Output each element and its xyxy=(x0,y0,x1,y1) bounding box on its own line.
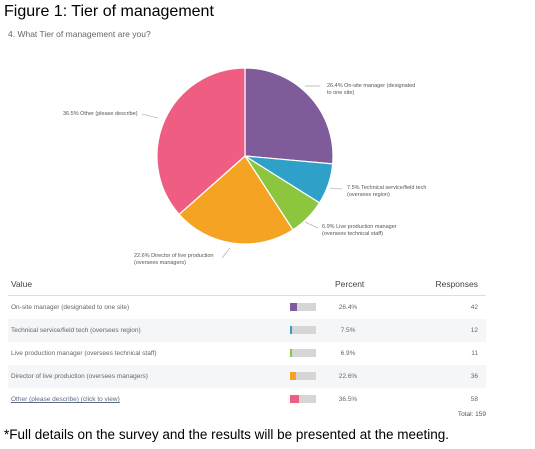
row-responses: 58 xyxy=(470,396,478,403)
row-percent: 7.5% xyxy=(340,327,356,334)
table-header: Value Percent Responses xyxy=(8,273,486,296)
results-table: Value Percent Responses On-site manager … xyxy=(8,273,486,411)
table-body: On-site manager (designated to one site)… xyxy=(8,296,486,411)
slice-label-line: 36.5% Other (please describe) xyxy=(63,111,138,117)
slice-label: 26.4% On-site manager (designated to one … xyxy=(327,83,415,97)
slice-label: 6.9% Live production manager (oversees te… xyxy=(322,224,397,238)
slice-label: 22.6% Director of live production (overse… xyxy=(134,253,213,267)
row-percent: 36.5% xyxy=(338,396,358,403)
slice-label-line: to one site) xyxy=(327,90,355,96)
row-responses: 11 xyxy=(471,350,478,357)
table-row: Other (please describe) (click to view) 3… xyxy=(8,388,486,411)
percent-bar xyxy=(290,349,316,357)
slice-label-line: (oversees region) xyxy=(347,192,390,198)
row-responses: 12 xyxy=(470,327,478,334)
leader-line xyxy=(329,187,343,190)
percent-bar xyxy=(290,372,316,380)
percent-bar-fill xyxy=(290,349,292,357)
row-percent: 22.6% xyxy=(338,373,358,380)
row-responses: 42 xyxy=(470,304,478,311)
percent-bar-fill xyxy=(290,303,297,311)
slice-other xyxy=(156,67,246,216)
leader-line xyxy=(221,247,231,259)
row-value: Technical service/field tech (oversees r… xyxy=(11,327,141,334)
other-responses-link[interactable]: Other (please describe) (click to view) xyxy=(11,396,120,403)
slice-label: 36.5% Other (please describe) xyxy=(63,111,138,118)
percent-bar xyxy=(290,395,316,403)
figure-title: Figure 1: Tier of management xyxy=(4,3,214,20)
slice-label-line: 22.6% Director of live production xyxy=(134,253,214,259)
row-responses: 36 xyxy=(470,373,478,380)
slice-onsite-manager xyxy=(244,67,334,165)
row-percent: 26.4% xyxy=(338,304,358,311)
row-value: On-site manager (designated to one site) xyxy=(11,304,130,311)
slice-director-live-production xyxy=(178,155,294,245)
slice-label-line: (oversees technical staff) xyxy=(322,231,384,237)
percent-bar-fill xyxy=(290,372,296,380)
slice-label: 7.5% Technical service/field tech (overse… xyxy=(347,185,426,199)
percent-bar xyxy=(290,326,316,334)
question-text: 4. What Tier of management are you? xyxy=(8,29,151,39)
slice-label-line: 7.5% Technical service/field tech xyxy=(347,185,427,191)
table-row: Live production manager (oversees techni… xyxy=(8,342,486,365)
pie-chart xyxy=(141,67,343,259)
slice-label-line: (oversees managers) xyxy=(134,260,186,266)
row-value: Director of live production (oversees ma… xyxy=(11,373,148,380)
header-responses: Responses xyxy=(435,279,478,289)
slice-label-line: 6.9% Live production manager xyxy=(322,224,397,230)
header-percent: Percent xyxy=(335,279,365,289)
percent-bar xyxy=(290,303,316,311)
header-value: Value xyxy=(11,279,33,289)
total-count: Total: 159 xyxy=(457,411,486,418)
percent-bar-fill xyxy=(290,395,300,403)
table-row: Technical service/field tech (oversees r… xyxy=(8,319,486,342)
table-row: Director of live production (oversees ma… xyxy=(8,365,486,388)
row-value: Live production manager (oversees techni… xyxy=(11,350,157,357)
leader-line xyxy=(141,113,159,119)
table-row: On-site manager (designated to one site)… xyxy=(8,296,486,319)
footnote: *Full details on the survey and the resu… xyxy=(4,427,449,442)
leader-line xyxy=(304,221,319,229)
slice-label-line: 26.4% On-site manager (designated xyxy=(327,83,416,89)
row-percent: 6.9% xyxy=(340,350,356,357)
percent-bar-fill xyxy=(290,326,292,334)
